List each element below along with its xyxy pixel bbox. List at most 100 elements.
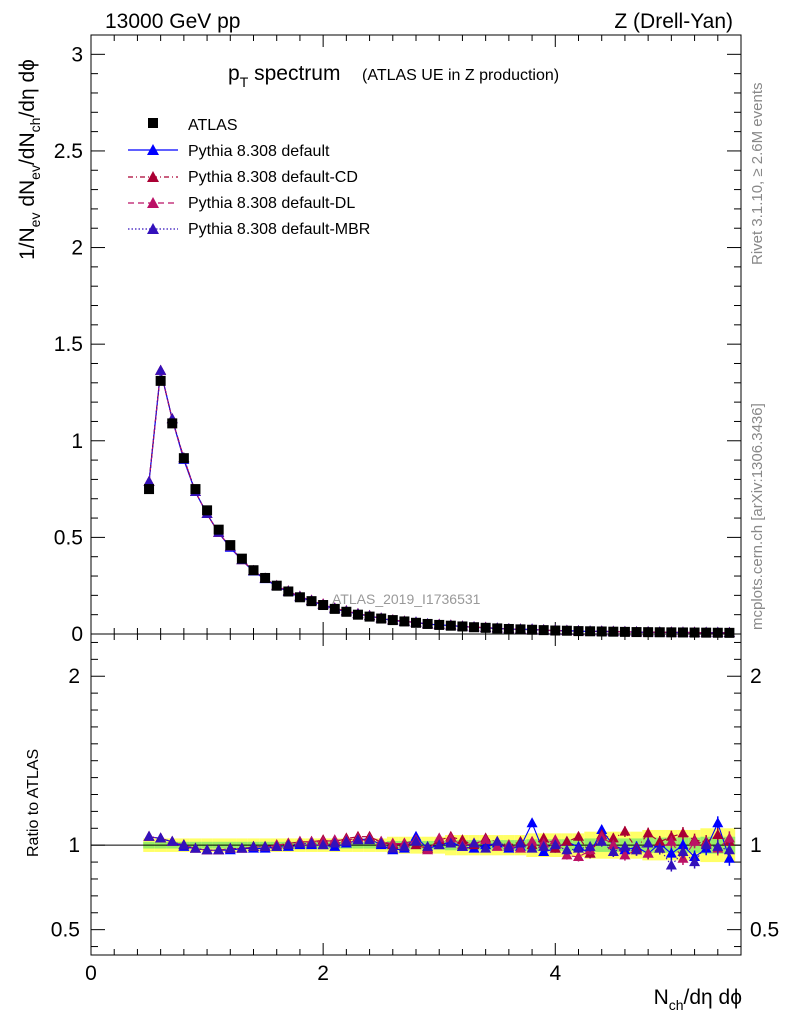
atlas-data-point [387,615,398,626]
series-lines [148,370,730,867]
ratio-marker-mbr [259,840,271,851]
ratio-marker-dl [514,842,526,853]
ratio-y-tick-label: 2 [68,665,80,688]
ratio-marker-cd [456,834,468,845]
ratio-marker-cd [607,832,619,843]
x-tick-label: 2 [317,962,329,985]
ratio-marker-dl [665,835,677,846]
y-tick-label: 1.5 [54,333,83,356]
legend-entry-atlas: ATLAS [188,117,238,134]
axis-ticks [90,34,742,955]
atlas-data-point [445,620,456,631]
legend-entry-dl: Pythia 8.308 default-DL [188,195,355,212]
ratio-marker-mbr [700,839,712,850]
ratio-marker-mbr [642,837,654,848]
atlas-data-point [167,418,178,429]
atlas-data-point [399,616,410,627]
ratio-marker-mbr [189,842,201,853]
atlas-data-point [654,627,665,638]
ratio-marker-mbr [166,835,178,846]
atlas-data-point [503,623,514,634]
ratio-y-tick-label-right: 0.5 [750,919,779,942]
legend-marker-dl [147,197,159,208]
ratio-marker-dl [491,840,503,851]
atlas-data-point [202,505,213,516]
atlas-data-point [457,621,468,632]
rivet-version-label: Rivet 3.1.10, ≥ 2.6M events [749,83,766,266]
ratio-marker-mbr [549,839,561,850]
atlas-data-point [329,603,340,614]
atlas-data-point [236,553,247,564]
y-tick-label: 2 [71,237,83,260]
tick-labels: 0 2 400.511.522.530.5 0.51 12 2 [51,43,779,985]
atlas-data-point [225,540,236,551]
ratio-marker-mbr [631,844,643,855]
atlas-data-point [376,613,387,624]
atlas-data-point [550,625,561,636]
atlas-data-point [352,609,363,620]
plot-title-rest: spectrum [248,62,340,85]
ratio-marker-mbr [271,840,283,851]
atlas-data-point [411,617,421,628]
plot-title: pT spectrum [228,62,340,90]
atlas-data-point [608,626,619,637]
legend-marker-default [147,144,159,155]
atlas-data-point [712,627,723,638]
ratio-marker-cd [538,832,550,843]
x-axis-label: Nch/dη dϕ [654,986,742,1013]
y-tick-label: 0.5 [54,526,83,549]
atlas-data-point [527,624,538,635]
ratio-marker-dl [619,849,631,860]
ratio-marker-mbr [468,837,480,848]
main-marker-mbr [155,364,167,375]
ratio-marker-dl [433,832,445,843]
ratio-marker-mbr [422,840,434,851]
atlas-data-point [364,611,375,622]
ratio-marker-mbr [573,842,584,853]
ratio-marker-mbr [561,844,573,855]
x-tick-label: 4 [549,962,561,985]
ratio-marker-mbr [352,834,364,845]
ratio-plot-frame [90,633,742,956]
legend-entry-cd: Pythia 8.308 default-CD [188,169,358,186]
ratio-y-tick-label-right: 2 [750,665,762,688]
ratio-marker-mbr [596,835,608,846]
atlas-data-point [643,627,654,638]
ratio-marker-mbr [201,844,213,855]
atlas-data-point [677,627,688,638]
ratio-marker-default [526,817,538,828]
ratio-marker-mbr [340,835,352,846]
ratio-marker-mbr [248,840,259,851]
legend-entry-mbr: Pythia 8.308 default-MBR [188,221,370,238]
legend: ATLAS Pythia 8.308 default Pythia 8.308 … [128,117,370,238]
ratio-marker-default [677,839,689,850]
ratio-marker-default [538,845,550,856]
ratio-marker-mbr [480,842,492,853]
ratio-marker-dl [445,832,457,843]
ratio-marker-mbr [619,840,631,851]
atlas-data-point [701,627,712,638]
atlas-data-point [283,586,294,597]
ratio-marker-dl [723,832,735,843]
atlas-data-point [724,627,735,638]
ratio-marker-mbr [514,837,526,848]
ratio-marker-mbr [282,839,294,850]
ratio-marker-mbr [654,842,666,853]
atlas-data-point [480,622,491,633]
ratio-marker-mbr [375,837,387,848]
ratio-marker-cd [654,835,666,846]
ratio-marker-mbr [526,842,538,853]
ratio-marker-mbr [398,840,410,851]
ratio-marker-mbr [329,837,341,848]
ratio-marker-dl [387,837,399,848]
ratio-marker-mbr [723,844,735,855]
atlas-data-point [213,524,224,535]
atlas-data-point [561,625,572,636]
ratio-marker-dl [689,835,701,846]
ratio-marker-cd [712,829,724,840]
atlas-data-point [585,626,596,637]
ratio-marker-mbr [294,837,306,848]
plot-title-extra: (ATLAS UE in Z production) [362,67,559,84]
ratio-marker-default [665,847,677,858]
